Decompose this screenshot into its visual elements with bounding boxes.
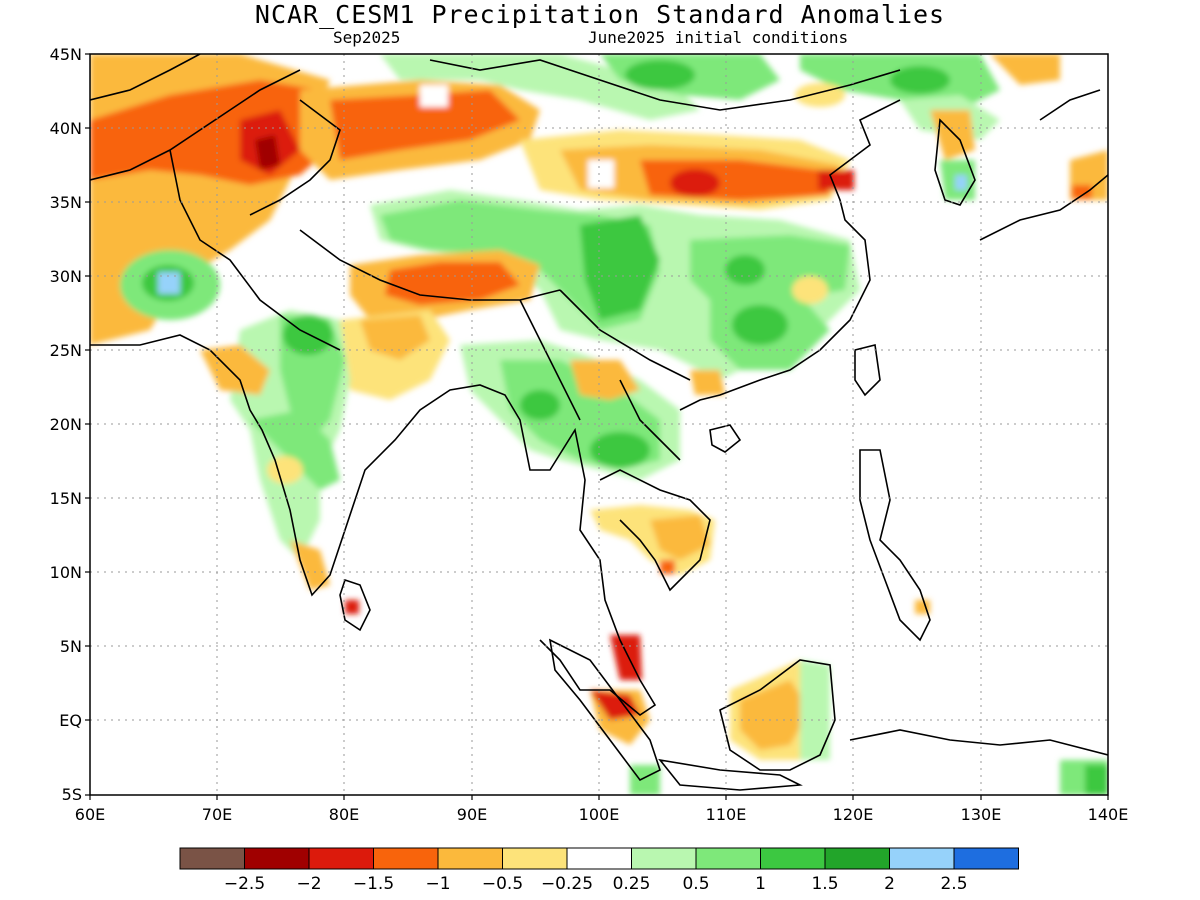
tick-marks bbox=[85, 53, 1109, 800]
colorbar-swatch bbox=[695, 847, 761, 870]
lat-label: 15N bbox=[50, 489, 82, 508]
colorbar-swatch bbox=[824, 847, 890, 870]
colorbar-label: −2.5 bbox=[224, 874, 265, 894]
colorbar-label: −1 bbox=[425, 874, 450, 894]
colorbar-swatch bbox=[179, 847, 245, 870]
lat-label: 30N bbox=[50, 267, 82, 286]
initial-conditions: June2025 initial conditions bbox=[588, 28, 849, 47]
colorbar-swatch bbox=[889, 847, 955, 870]
anomaly-field bbox=[90, 54, 1108, 795]
longitude-axis: 60E 70E 80E 90E 100E 110E 120E 130E 140E bbox=[75, 805, 1129, 824]
colorbar-swatch bbox=[760, 847, 826, 870]
colorbar-swatches bbox=[179, 847, 1019, 870]
lon-label: 70E bbox=[202, 805, 232, 824]
colorbar: −2.5 −2 −1.5 −1 −0.5 −0.25 0.25 0.5 1 1.5 2 2.5 bbox=[179, 847, 1019, 894]
colorbar-swatch bbox=[566, 847, 632, 870]
colorbar-swatch bbox=[502, 847, 568, 870]
colorbar-label: 0.25 bbox=[613, 874, 651, 894]
coastlines bbox=[90, 54, 1108, 791]
colorbar-swatch bbox=[373, 847, 439, 870]
colorbar-label: 2 bbox=[884, 874, 895, 894]
lat-label: 25N bbox=[50, 341, 82, 360]
lon-label: 60E bbox=[75, 805, 105, 824]
lat-label: 35N bbox=[50, 193, 82, 212]
lat-label: 20N bbox=[50, 415, 82, 434]
lon-label: 110E bbox=[706, 805, 747, 824]
colorbar-labels: −2.5 −2 −1.5 −1 −0.5 −0.25 0.25 0.5 1 1.5 2 2.5 bbox=[224, 874, 968, 894]
colorbar-swatch bbox=[437, 847, 503, 870]
forecast-month: Sep2025 bbox=[333, 28, 401, 47]
colorbar-label: −2 bbox=[296, 874, 321, 894]
latitude-axis: 45N 40N 35N 30N 25N 20N 15N 10N 5N EQ 5S bbox=[50, 45, 82, 804]
lat-label: 5S bbox=[62, 785, 82, 804]
colorbar-swatch bbox=[244, 847, 310, 870]
lat-label: 5N bbox=[60, 637, 82, 656]
lat-label: EQ bbox=[59, 711, 82, 730]
lat-label: 10N bbox=[50, 563, 82, 582]
lon-label: 130E bbox=[961, 805, 1002, 824]
colorbar-label: −0.5 bbox=[482, 874, 523, 894]
lat-label: 45N bbox=[50, 45, 82, 64]
lon-label: 120E bbox=[833, 805, 874, 824]
colorbar-label: 1 bbox=[755, 874, 766, 894]
colorbar-label: −1.5 bbox=[353, 874, 394, 894]
colorbar-swatch bbox=[953, 847, 1019, 870]
gridlines bbox=[90, 54, 1108, 795]
lat-label: 40N bbox=[50, 119, 82, 138]
colorbar-label: 0.5 bbox=[682, 874, 709, 894]
lon-label: 100E bbox=[579, 805, 620, 824]
map-title: NCAR_CESM1 Precipitation Standard Anomal… bbox=[254, 0, 946, 29]
colorbar-label: 2.5 bbox=[940, 874, 967, 894]
colorbar-swatch bbox=[631, 847, 697, 870]
lon-label: 140E bbox=[1088, 805, 1129, 824]
lon-label: 80E bbox=[329, 805, 359, 824]
colorbar-swatch bbox=[308, 847, 374, 870]
colorbar-label: 1.5 bbox=[811, 874, 838, 894]
colorbar-label: −0.25 bbox=[541, 874, 593, 894]
lon-label: 90E bbox=[457, 805, 487, 824]
